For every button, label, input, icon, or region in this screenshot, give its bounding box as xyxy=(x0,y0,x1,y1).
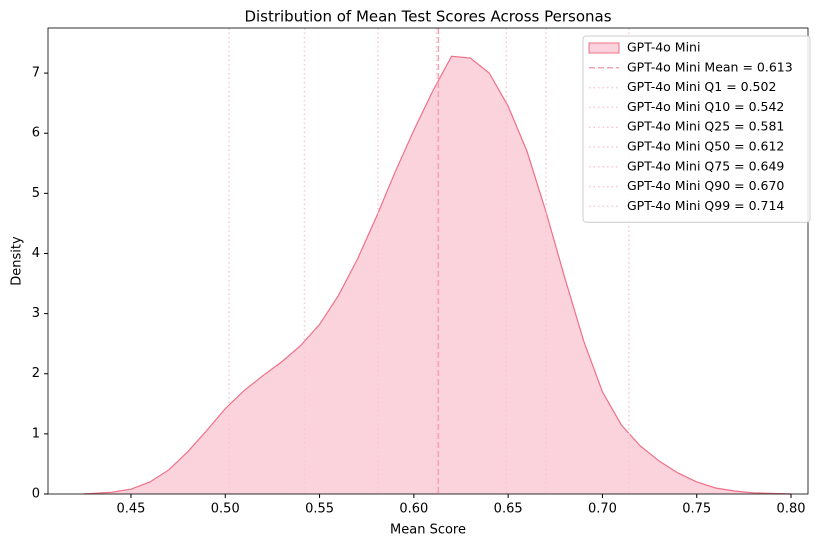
x-tick-label: 0.70 xyxy=(588,502,617,517)
x-tick-label: 0.60 xyxy=(399,502,428,517)
y-tick-label: 5 xyxy=(32,186,40,201)
x-tick-label: 0.80 xyxy=(777,502,806,517)
y-tick-label: 4 xyxy=(32,246,40,261)
y-tick-label: 0 xyxy=(32,487,40,502)
legend-label: GPT-4o Mini Q99 = 0.714 xyxy=(627,198,784,213)
x-tick-label: 0.65 xyxy=(494,502,523,517)
legend-label: GPT-4o Mini Q50 = 0.612 xyxy=(627,139,784,154)
y-tick-label: 3 xyxy=(32,306,40,321)
legend-label: GPT-4o Mini Q25 = 0.581 xyxy=(627,119,784,134)
chart-title: Distribution of Mean Test Scores Across … xyxy=(244,8,611,26)
y-tick-label: 2 xyxy=(32,366,40,381)
legend-swatch xyxy=(588,42,620,54)
x-axis-label: Mean Score xyxy=(390,523,466,538)
legend-label: GPT-4o Mini Q75 = 0.649 xyxy=(627,158,784,173)
legend-label: GPT-4o Mini Q1 = 0.502 xyxy=(627,79,776,94)
plot-frame xyxy=(47,27,809,495)
y-tick-label: 6 xyxy=(32,126,40,141)
x-tick-label: 0.75 xyxy=(682,502,711,517)
legend-box xyxy=(582,35,811,223)
y-tick-label: 1 xyxy=(32,426,40,441)
legend-label: GPT-4o Mini Mean = 0.613 xyxy=(627,59,793,74)
density-line xyxy=(83,55,792,495)
x-tick-label: 0.55 xyxy=(305,502,334,517)
x-tick-label: 0.50 xyxy=(211,502,240,517)
legend-label: GPT-4o Mini xyxy=(627,40,700,55)
density-area xyxy=(83,56,792,494)
x-tick-label: 0.45 xyxy=(117,502,146,517)
y-axis-label: Density xyxy=(10,236,25,286)
legend-label: GPT-4o Mini Q90 = 0.670 xyxy=(627,178,784,193)
y-tick-label: 7 xyxy=(32,66,40,81)
legend-label: GPT-4o Mini Q10 = 0.542 xyxy=(627,99,784,114)
